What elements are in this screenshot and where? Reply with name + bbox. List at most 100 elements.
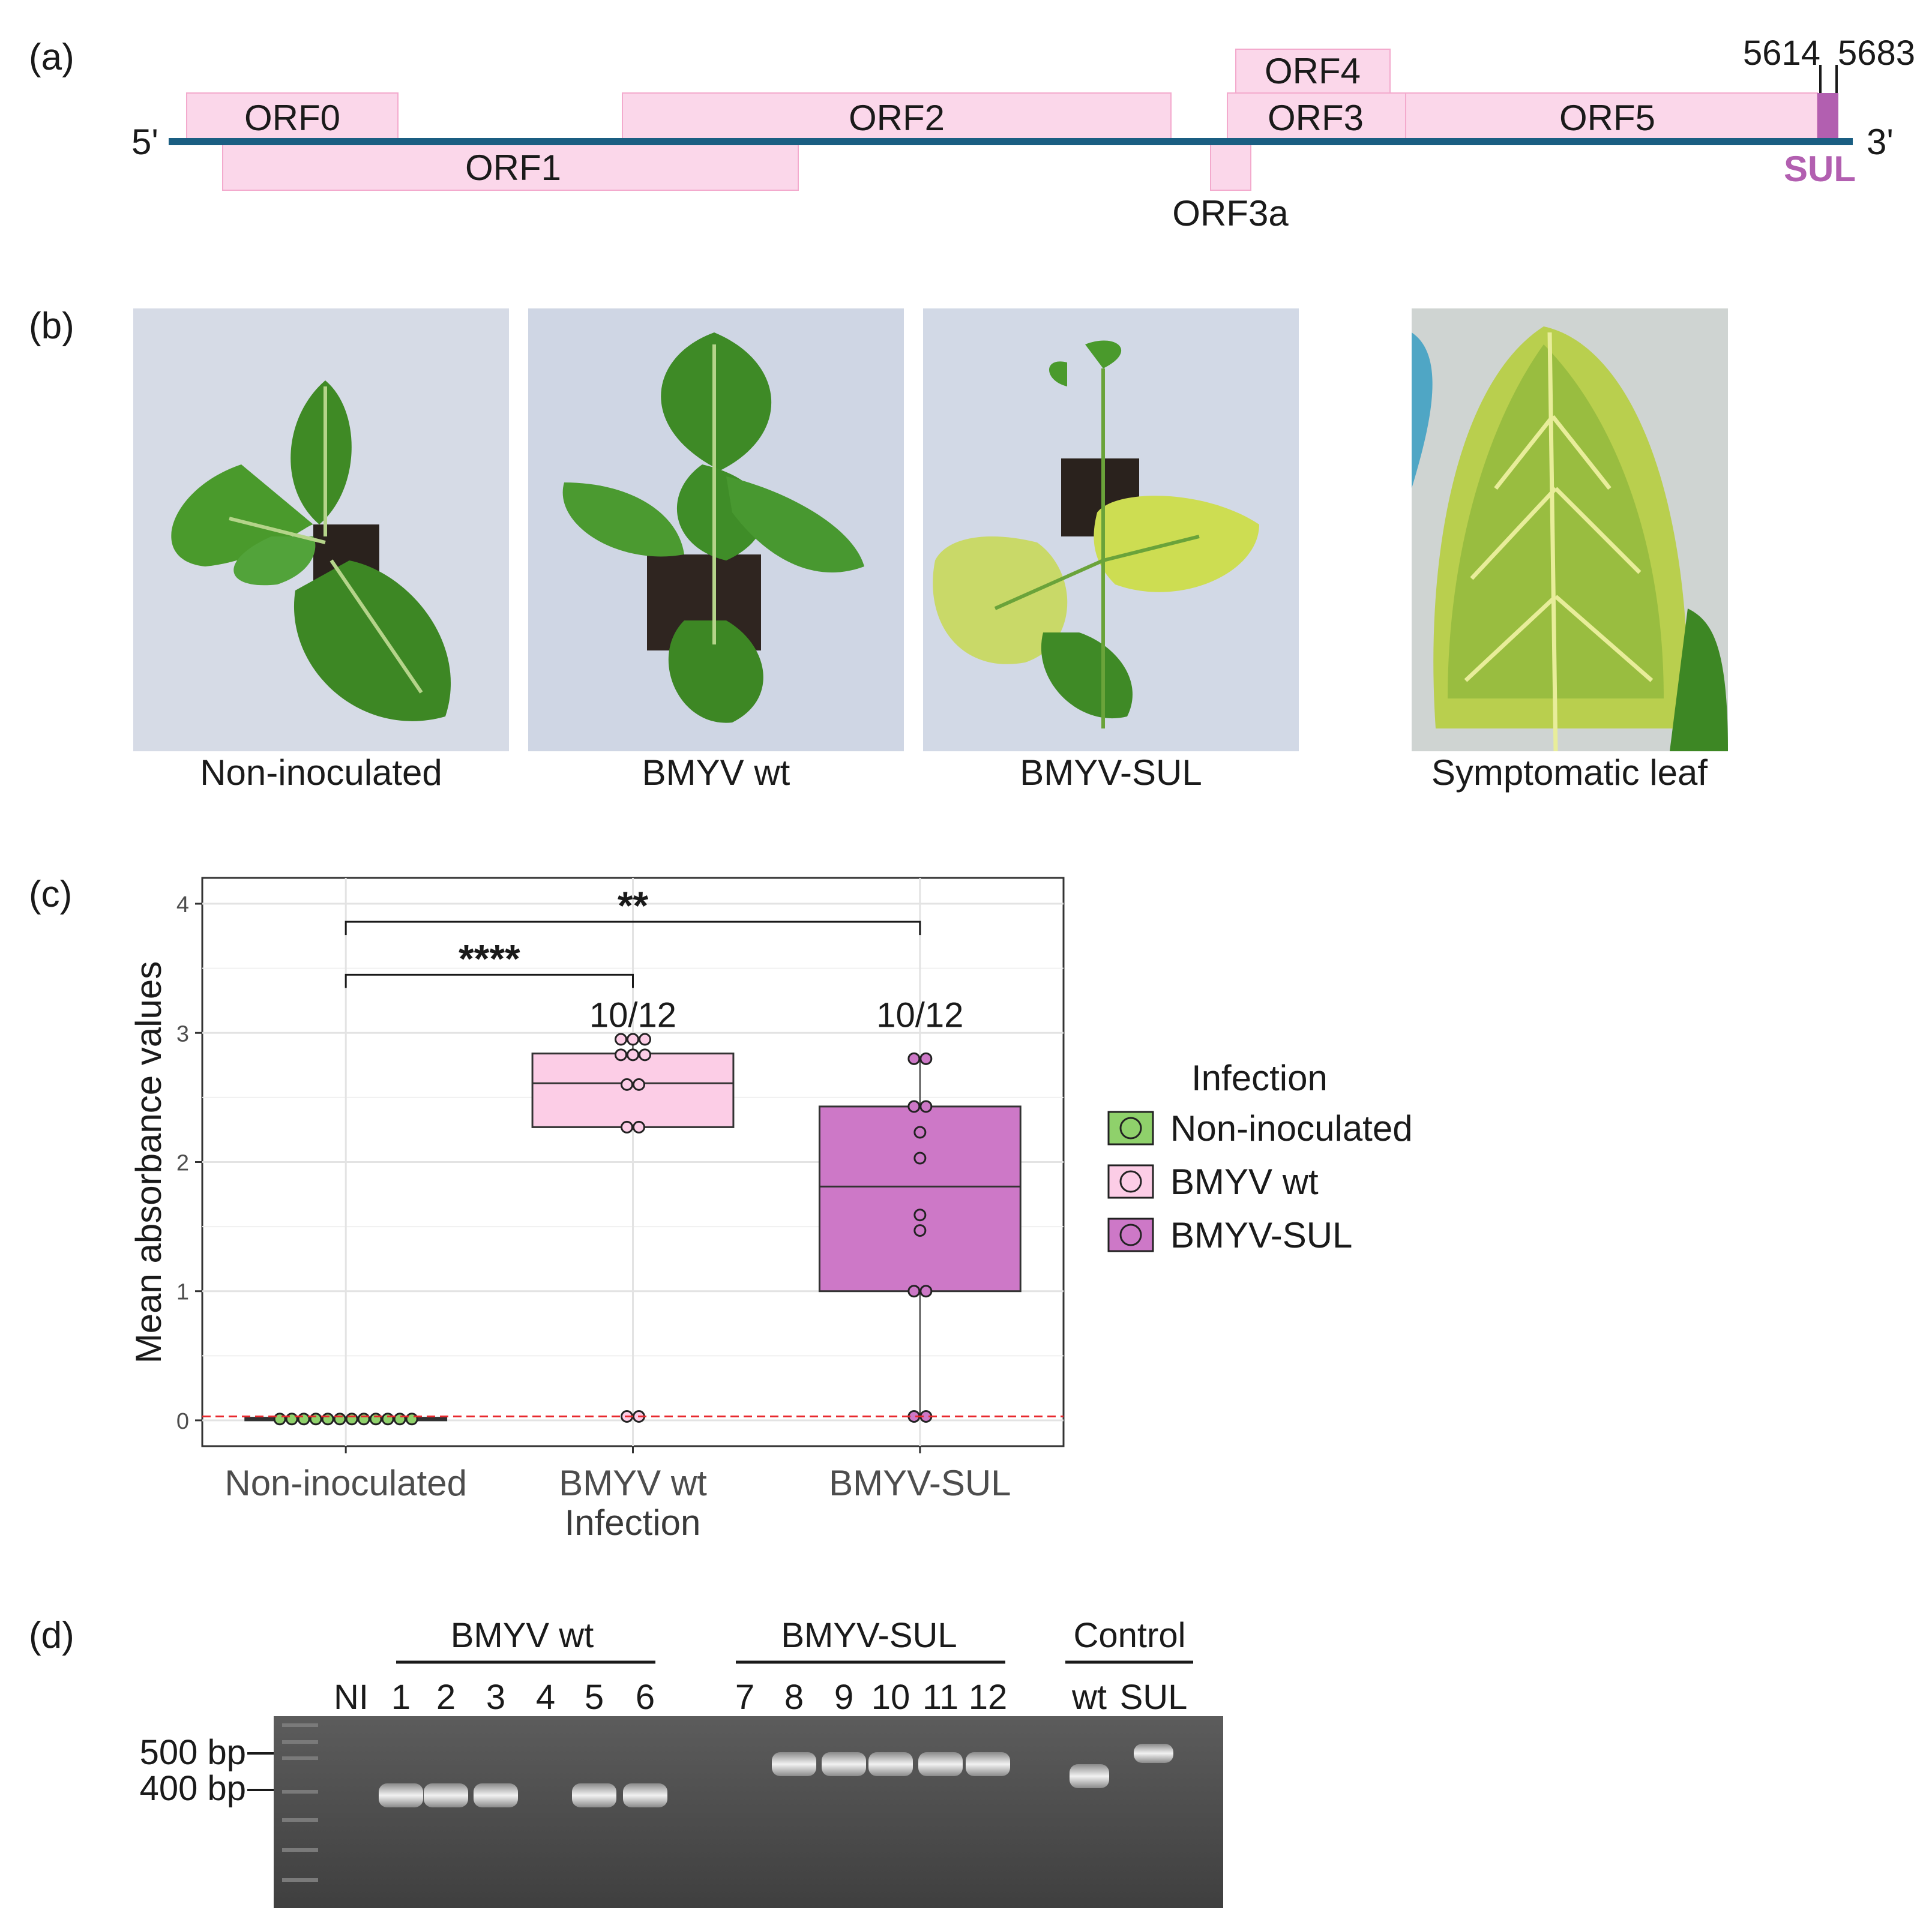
legend-entry: BMYV wt — [1170, 1162, 1319, 1202]
five-prime-label: 5' — [131, 122, 158, 162]
panel-letter-a: (a) — [29, 37, 74, 78]
orf2-box — [622, 92, 1172, 140]
marker-400bp: 400 bp — [140, 1769, 246, 1808]
photo-label-non-inoculated: Non-inoculated — [200, 752, 442, 793]
x-tick-label: BMYV-SUL — [829, 1463, 1011, 1503]
gel-lane-label: 8 — [784, 1678, 804, 1717]
data-point — [639, 1033, 651, 1046]
gel-lane-label: 10 — [871, 1678, 910, 1717]
data-point — [907, 1052, 921, 1065]
marker-500bp: 500 bp — [140, 1733, 246, 1772]
orf5-label: ORF5 — [1559, 98, 1655, 138]
orf3a-label: ORF3a — [1172, 193, 1289, 233]
data-point — [615, 1048, 627, 1062]
photo-label-bmyv-wt: BMYV wt — [642, 752, 790, 793]
legend-entry: Non-inoculated — [1170, 1108, 1413, 1149]
data-point — [627, 1033, 639, 1046]
data-point — [907, 1285, 921, 1298]
gel-lane-label: 5 — [585, 1678, 604, 1717]
gel-band — [623, 1783, 667, 1807]
photo-bmyv-wt — [528, 308, 904, 751]
gel-lane-label: 11 — [922, 1678, 958, 1717]
y-tick-label: 4 — [176, 892, 189, 917]
data-point — [627, 1048, 639, 1062]
gel-ladder — [282, 1723, 318, 1882]
genome-backbone — [169, 138, 1853, 145]
data-point — [615, 1033, 627, 1046]
gel-lane-label: 12 — [969, 1678, 1008, 1717]
y-tick-label: 3 — [176, 1021, 189, 1047]
orf1-box — [222, 143, 799, 191]
data-point — [621, 1078, 633, 1091]
y-tick-label: 2 — [176, 1151, 189, 1176]
insert-start-label: 5614 — [1743, 34, 1820, 73]
gel-group-bmyv-wt: BMYV wt — [451, 1616, 594, 1655]
x-axis-label: Infection — [565, 1503, 701, 1543]
data-point — [907, 1100, 921, 1113]
orf0-label: ORF0 — [244, 98, 340, 138]
gel-band — [424, 1783, 468, 1807]
photo-non-inoculated — [133, 308, 509, 751]
orf1-label: ORF1 — [465, 148, 561, 188]
gel-band — [474, 1783, 518, 1807]
y-tick-label: 1 — [176, 1280, 189, 1305]
gel-band — [868, 1752, 913, 1776]
gel-band — [772, 1752, 816, 1776]
orf4-box — [1235, 49, 1391, 94]
count-label: 10/12 — [876, 996, 963, 1035]
legend-key-point — [1119, 1170, 1142, 1193]
gel-band — [1134, 1744, 1173, 1763]
significance-bracket — [345, 920, 921, 935]
panel-letter-b: (b) — [29, 305, 74, 347]
data-point — [919, 1100, 933, 1113]
gel-band — [379, 1783, 423, 1807]
insert-end-label: 5683 — [1838, 34, 1915, 73]
orf3a-box — [1210, 143, 1251, 191]
three-prime-label: 3' — [1867, 122, 1894, 162]
panel-letter-d: (d) — [29, 1615, 74, 1656]
legend-entry: BMYV-SUL — [1170, 1215, 1352, 1255]
data-point — [633, 1078, 645, 1091]
sul-insert — [1817, 93, 1838, 139]
sul-label: SUL — [1784, 149, 1856, 189]
data-point — [913, 1126, 927, 1139]
gel-lane-label: 7 — [735, 1678, 754, 1717]
data-point — [913, 1152, 927, 1165]
data-point — [621, 1120, 633, 1134]
data-point — [913, 1224, 927, 1237]
y-axis-label: Mean absorbance values — [128, 961, 169, 1363]
gel-band — [918, 1752, 963, 1776]
photo-symptomatic-leaf — [1412, 308, 1728, 751]
orf4-label: ORF4 — [1265, 51, 1361, 91]
gel-lane-label: 9 — [834, 1678, 853, 1717]
gel-band — [822, 1752, 866, 1776]
gel-lane-label: 6 — [636, 1678, 655, 1717]
gel-lane-label: SUL — [1120, 1678, 1188, 1717]
x-tick-label: BMYV wt — [559, 1463, 707, 1503]
gel-group-control: Control — [1074, 1616, 1186, 1655]
gel-lane-label: 3 — [486, 1678, 505, 1717]
gel-band — [572, 1783, 616, 1807]
orf3-box — [1227, 92, 1406, 140]
gel-group-bmyv-sul: BMYV-SUL — [781, 1616, 957, 1655]
legend-title: Infection — [1191, 1058, 1328, 1098]
gel-image — [274, 1716, 1223, 1908]
data-point — [919, 1052, 933, 1065]
x-tick-label: Non-inoculated — [224, 1463, 467, 1503]
data-point — [639, 1048, 651, 1062]
photo-bmyv-sul — [923, 308, 1299, 751]
gel-lane-label: NI — [334, 1678, 369, 1717]
panel-letter-c: (c) — [29, 874, 73, 915]
gel-lane-label: 4 — [536, 1678, 555, 1717]
y-tick-label: 0 — [176, 1409, 189, 1434]
data-point — [633, 1120, 645, 1134]
legend-key-point — [1119, 1117, 1142, 1140]
orf0-box — [186, 92, 399, 140]
orf3-label: ORF3 — [1268, 98, 1364, 138]
count-label: 10/12 — [589, 996, 676, 1035]
significance-bracket — [345, 973, 634, 988]
legend-key-point — [1119, 1224, 1142, 1246]
genome-map: 5' 3' ORF0 ORF1 ORF2 ORF3a ORF3 ORF4 ORF… — [131, 34, 1915, 233]
significance-label: ** — [618, 883, 649, 928]
